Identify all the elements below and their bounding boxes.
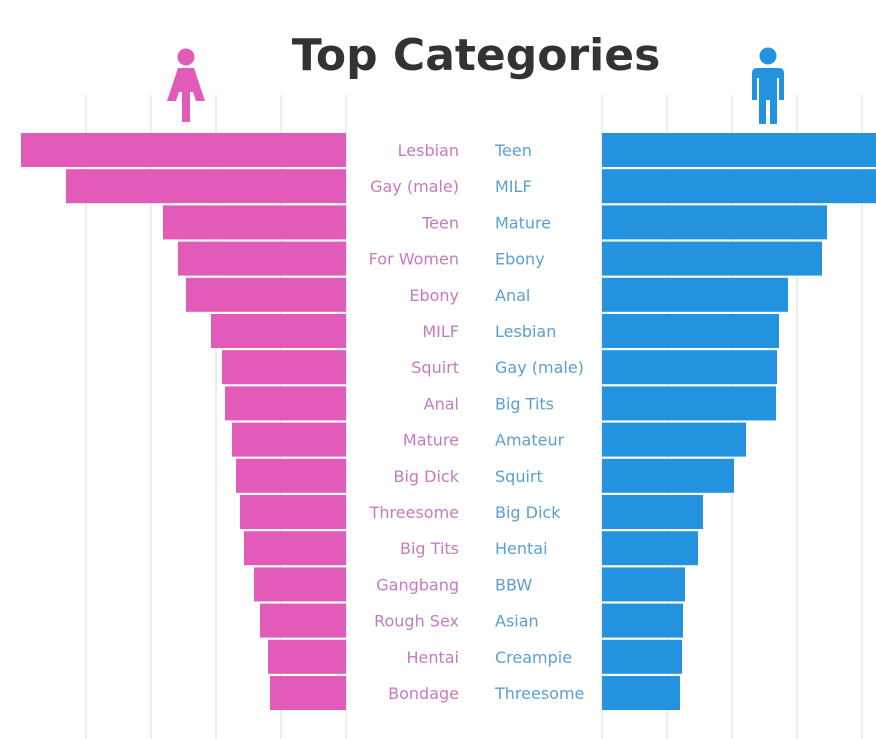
- male-bar: [602, 133, 876, 167]
- male-bar: [602, 205, 827, 240]
- male-bar: [602, 676, 680, 710]
- female-bar: [232, 422, 346, 457]
- female-bar: [240, 495, 346, 529]
- male-bar: [602, 277, 788, 312]
- male-bar: [602, 169, 876, 204]
- female-category-label: Ebony: [409, 286, 459, 305]
- female-category-label: Lesbian: [398, 141, 459, 160]
- male-bar: [602, 350, 777, 385]
- female-bar: [254, 567, 346, 602]
- male-category-label: Hentai: [495, 539, 548, 558]
- male-bar: [602, 495, 703, 529]
- female-bar: [66, 169, 346, 204]
- female-category-label: Big Tits: [400, 539, 459, 558]
- female-bar: [268, 639, 346, 674]
- female-bar: [211, 314, 346, 348]
- male-category-label: Gay (male): [495, 358, 584, 377]
- female-bar: [163, 205, 346, 240]
- female-category-labels: Lesbian Gay (male) Teen For Women Ebony MILF S…: [369, 141, 460, 703]
- female-category-label: Rough Sex: [374, 612, 459, 631]
- female-category-label: MILF: [422, 322, 459, 341]
- female-category-label: Mature: [403, 431, 459, 450]
- female-category-label: Gangbang: [376, 575, 459, 594]
- female-category-label: Teen: [421, 213, 459, 232]
- female-category-label: Hentai: [406, 648, 459, 667]
- male-category-label: Big Dick: [495, 503, 561, 522]
- male-bar: [602, 603, 683, 638]
- male-category-label: Teen: [494, 141, 532, 160]
- female-bar: [222, 350, 346, 385]
- male-bars: [602, 133, 876, 710]
- male-category-label: Squirt: [495, 467, 543, 486]
- male-category-labels: Teen MILF Mature Ebony Anal Lesbian Gay (male)…: [494, 141, 584, 703]
- female-category-label: Gay (male): [370, 177, 459, 196]
- female-icon: [167, 48, 205, 122]
- male-icon: [752, 47, 784, 124]
- male-category-label: MILF: [495, 177, 532, 196]
- chart-title: Top Categories: [292, 30, 661, 81]
- male-bar: [602, 531, 698, 566]
- male-category-label: Amateur: [495, 431, 565, 450]
- female-bars: [21, 133, 346, 710]
- female-bar: [260, 603, 346, 638]
- male-category-label: Threesome: [494, 684, 584, 703]
- female-category-label: Big Dick: [394, 467, 460, 486]
- female-category-label: Anal: [424, 394, 459, 413]
- female-bar: [270, 676, 346, 710]
- female-bar: [236, 458, 346, 493]
- male-bar: [602, 422, 746, 457]
- female-category-label: Bondage: [388, 684, 459, 703]
- male-category-label: Big Tits: [495, 394, 554, 413]
- male-category-label: Asian: [495, 612, 539, 631]
- male-bar: [602, 241, 822, 276]
- male-category-label: Creampie: [495, 648, 572, 667]
- female-bar: [21, 133, 346, 167]
- male-bar: [602, 458, 734, 493]
- male-category-label: Anal: [495, 286, 530, 305]
- male-bar: [602, 639, 682, 674]
- male-category-label: Ebony: [495, 250, 545, 269]
- female-category-label: For Women: [369, 250, 459, 269]
- male-category-label: Mature: [495, 213, 551, 232]
- male-bar: [602, 386, 776, 421]
- female-bar: [186, 277, 346, 312]
- female-category-label: Squirt: [411, 358, 459, 377]
- female-category-label: Threesome: [369, 503, 459, 522]
- female-bar: [178, 241, 346, 276]
- male-category-label: BBW: [495, 575, 532, 594]
- male-bar: [602, 314, 779, 348]
- male-bar: [602, 567, 685, 602]
- female-bar: [225, 386, 346, 421]
- male-category-label: Lesbian: [495, 322, 556, 341]
- female-bar: [244, 531, 346, 566]
